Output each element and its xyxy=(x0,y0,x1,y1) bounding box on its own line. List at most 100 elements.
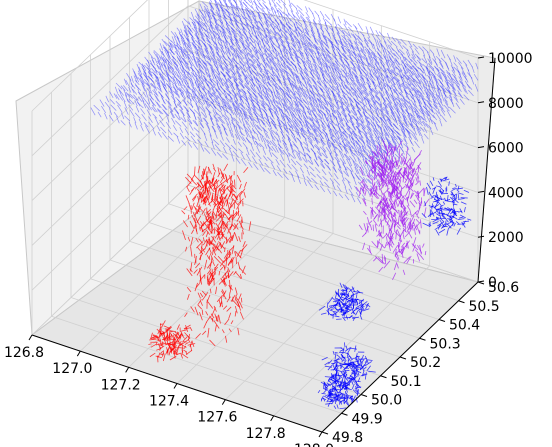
vector-arrow xyxy=(293,77,297,84)
vector-arrow xyxy=(382,64,387,72)
vector-arrow xyxy=(286,64,293,71)
vector-arrow xyxy=(244,85,251,92)
vector-arrow xyxy=(196,56,202,63)
vector-arrow xyxy=(166,115,170,123)
vector-arrow xyxy=(225,27,231,36)
vector-arrow xyxy=(354,62,361,69)
vector-arrow xyxy=(326,52,331,59)
vector-arrow xyxy=(314,39,319,46)
vector-arrow xyxy=(376,39,381,48)
vector-arrow xyxy=(212,33,216,39)
vector-arrow xyxy=(311,118,316,127)
vector-arrow xyxy=(162,108,168,117)
vector-arrow xyxy=(413,63,420,70)
vector-arrow xyxy=(360,48,367,54)
vector-arrow xyxy=(175,120,182,127)
vector-arrow xyxy=(458,62,464,70)
vector-arrow xyxy=(151,68,156,74)
vector-arrow xyxy=(181,91,186,99)
vector-arrow xyxy=(255,97,260,104)
vector-arrow xyxy=(306,36,311,42)
vector-arrow xyxy=(350,82,355,88)
vector-arrow xyxy=(179,46,184,54)
vector-arrow xyxy=(231,75,237,82)
vector-arrow xyxy=(234,94,239,102)
vector-arrow xyxy=(204,141,209,148)
grid-line-z-left xyxy=(31,95,189,246)
vector-arrow xyxy=(274,123,278,132)
vector-arrow xyxy=(216,69,221,75)
vector-arrow xyxy=(137,102,144,109)
vector-arrow xyxy=(393,62,397,70)
vector-arrow xyxy=(232,52,237,59)
vector-arrow xyxy=(179,127,184,133)
vector-arrow xyxy=(172,94,176,102)
vector-arrow xyxy=(194,81,199,89)
vector-arrow xyxy=(270,7,275,16)
vector-arrow xyxy=(165,121,171,129)
vector-arrow xyxy=(198,20,205,27)
vector-arrow xyxy=(209,103,215,111)
vector-arrow xyxy=(181,69,186,76)
vector-arrow xyxy=(230,5,235,13)
vector-arrow xyxy=(362,140,367,149)
vector-arrow xyxy=(440,49,446,59)
vector-arrow xyxy=(308,66,313,73)
vector-arrow xyxy=(243,73,248,79)
vector-arrow xyxy=(352,107,358,115)
vector-arrow xyxy=(143,64,151,72)
vector-arrow xyxy=(386,75,391,84)
vector-arrow xyxy=(146,87,152,94)
vector-arrow xyxy=(320,140,325,147)
vector-arrow xyxy=(278,95,283,102)
vector-arrow xyxy=(307,16,312,24)
vector-arrow xyxy=(242,65,247,73)
vector-arrow xyxy=(223,59,228,67)
vector-arrow xyxy=(242,49,248,56)
vector-arrow xyxy=(287,21,293,27)
vector-arrow xyxy=(113,93,118,99)
vector-arrow xyxy=(300,24,305,31)
vector-arrow xyxy=(371,198,373,205)
vector-arrow xyxy=(428,56,433,64)
vector-arrow xyxy=(186,24,192,31)
vector-arrow xyxy=(219,116,226,124)
vector-arrow xyxy=(285,40,290,47)
vector-arrow xyxy=(247,52,254,58)
vector-arrow xyxy=(160,81,167,87)
vector-arrow xyxy=(264,74,269,81)
vector-arrow xyxy=(232,72,238,81)
vector-arrow xyxy=(290,144,295,153)
vector-arrow xyxy=(192,142,199,150)
vector-arrow xyxy=(282,48,287,55)
vector-arrow xyxy=(337,113,343,122)
vector-arrow xyxy=(125,79,130,87)
vector-arrow xyxy=(185,34,190,41)
vector-arrow xyxy=(239,102,246,110)
vector-arrow xyxy=(190,36,195,44)
vector-arrow xyxy=(287,29,293,36)
vector-arrow xyxy=(195,133,202,140)
vector-arrow xyxy=(262,37,267,45)
vector-arrow xyxy=(286,22,292,29)
grid-line-y-floor xyxy=(109,259,401,358)
vector-arrow xyxy=(365,57,370,66)
vector-arrow xyxy=(374,156,381,164)
vector-arrow xyxy=(190,135,197,144)
vector-arrow xyxy=(378,82,382,92)
vector-arrow xyxy=(461,71,467,77)
vector-arrow xyxy=(362,145,367,151)
vector-arrow xyxy=(407,114,412,123)
vector-arrow xyxy=(337,95,342,102)
vector-arrow xyxy=(257,34,264,42)
vector-arrow xyxy=(275,2,283,9)
vector-arrow xyxy=(337,161,341,169)
vector-arrow xyxy=(378,90,384,97)
vector-arrow xyxy=(195,39,201,46)
vector-arrow xyxy=(308,83,314,90)
vector-arrow xyxy=(275,131,280,138)
vector-arrow xyxy=(302,30,306,36)
vector-arrow xyxy=(169,87,174,95)
vector-arrow xyxy=(277,31,282,38)
vector-arrow xyxy=(257,49,264,56)
